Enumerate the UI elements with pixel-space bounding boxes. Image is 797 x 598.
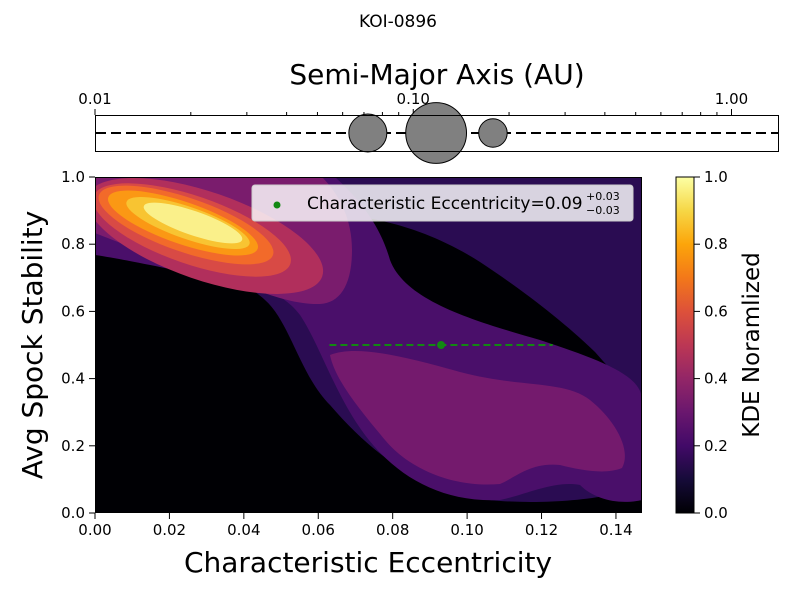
y-tick-label: 1.0: [61, 168, 85, 186]
planet-marker: [348, 113, 388, 153]
sma-panel-frame: [95, 115, 779, 152]
sma-axis-label: Semi-Major Axis (AU): [289, 58, 584, 91]
x-tick-label: 0.10: [450, 521, 483, 539]
colorbar-ticks: 0.0 0.2 0.4 0.6 0.8 1.0: [694, 168, 728, 522]
colorbar-tick-label: 0.8: [704, 235, 728, 253]
planet-marker: [478, 118, 508, 148]
figure-title: KOI-0896: [359, 12, 437, 32]
planet-marker: [405, 102, 468, 164]
legend-label: Characteristic Eccentricity=0.09: [307, 194, 583, 214]
y-tick-label: 0.0: [61, 504, 85, 522]
x-tick-label: 0.02: [153, 521, 186, 539]
legend: Characteristic Eccentricity=0.09 +0.03 −…: [251, 184, 634, 222]
kde-panel-frame: [95, 177, 642, 513]
x-axis-label: Characteristic Eccentricity: [184, 546, 552, 579]
y-tick-label: 0.6: [61, 302, 85, 320]
kde-level-3: [330, 351, 625, 485]
estimate-point: [437, 341, 446, 349]
colorbar-tick-label: 0.2: [704, 437, 728, 455]
x-tick-label: 0.00: [78, 521, 111, 539]
kde-panel: 0.00 0.02 0.04 0.06 0.08 0.10 0.12 0.14 0.00.20…: [16, 168, 642, 579]
x-tick-label: 0.14: [599, 521, 632, 539]
sma-ticks: 0.01 0.10 1.00: [78, 90, 748, 115]
x-tick-label: 0.12: [525, 521, 558, 539]
y-axis-ticks: 0.0 0.2 0.4 0.6 0.8 1.0: [61, 168, 95, 522]
colorbar-tick-label: 1.0: [704, 168, 728, 186]
legend-marker: [273, 201, 281, 209]
legend-box: [251, 184, 634, 222]
sma-planets: [348, 102, 508, 164]
colorbar-tick-label: 0.6: [704, 302, 728, 320]
x-axis-ticks: 0.00 0.02 0.04 0.06 0.08 0.10 0.12 0.14: [78, 513, 633, 539]
colorbar: 0.0 0.2 0.4 0.6 0.8 1.0 KDE Noramlized: [675, 168, 765, 522]
estimate-marker: [329, 341, 553, 349]
y-tick-label: 0.8: [61, 235, 85, 253]
sma-tick-label: 0.10: [397, 90, 430, 108]
x-tick-label: 0.06: [302, 521, 335, 539]
x-tick-label: 0.04: [227, 521, 260, 539]
y-tick-label: 0.4: [61, 370, 85, 388]
colorbar-tick-label: 0.4: [704, 370, 728, 388]
kde-level-9: [143, 202, 243, 244]
colorbar-label: KDE Noramlized: [739, 252, 765, 437]
colorbar-tick-label: 0.0: [704, 504, 728, 522]
colorbar-gradient: [675, 176, 695, 514]
y-axis-label: Avg Spock Stability: [16, 211, 49, 480]
sma-tick-label: 1.00: [715, 90, 748, 108]
legend-sup: +0.03: [586, 190, 620, 203]
sma-panel: Semi-Major Axis (AU) 0.01 0.10 1.00: [78, 58, 779, 164]
kde-level-1: [95, 177, 642, 395]
x-tick-label: 0.08: [376, 521, 409, 539]
legend-sub: −0.03: [586, 204, 620, 217]
y-tick-label: 0.2: [61, 437, 85, 455]
sma-tick-label: 0.01: [78, 90, 111, 108]
